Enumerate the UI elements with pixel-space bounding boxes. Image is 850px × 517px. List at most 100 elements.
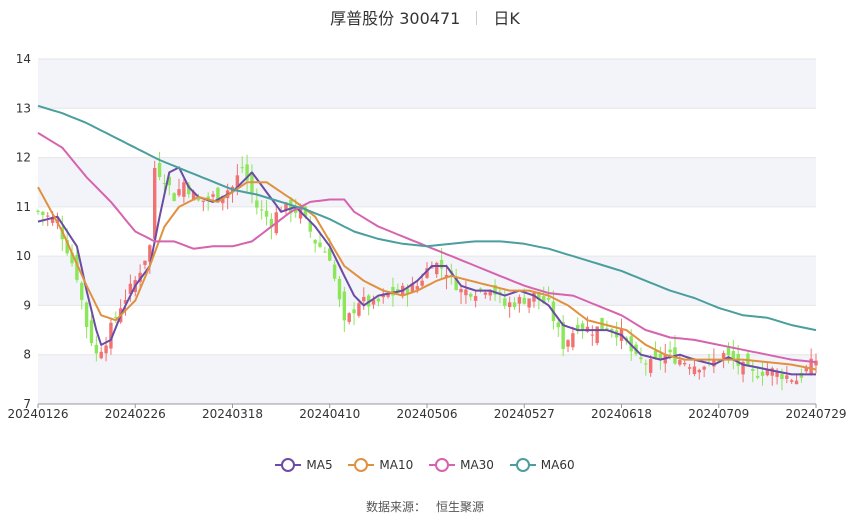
candle-body bbox=[765, 369, 770, 376]
y-tick-label: 10 bbox=[16, 249, 31, 263]
period-label[interactable]: 日K bbox=[493, 9, 520, 28]
x-tick-label: 20240527 bbox=[494, 407, 555, 421]
legend-label: MA60 bbox=[540, 458, 575, 472]
candle-body bbox=[187, 184, 191, 195]
plot-band bbox=[38, 354, 816, 404]
candle-body bbox=[206, 196, 210, 200]
candle-body bbox=[459, 289, 463, 293]
candle-body bbox=[775, 370, 779, 377]
candle-body bbox=[332, 264, 337, 279]
candle-body bbox=[595, 326, 599, 344]
candle-body bbox=[454, 276, 458, 290]
candle-body bbox=[196, 198, 201, 201]
candle-body bbox=[644, 363, 648, 365]
legend-item-ma60[interactable]: MA60 bbox=[509, 458, 575, 472]
candle-body bbox=[653, 350, 658, 358]
candle-body bbox=[84, 302, 89, 327]
candle-body bbox=[352, 309, 356, 314]
candle-body bbox=[259, 209, 264, 211]
candle-body bbox=[712, 359, 716, 367]
candle-body bbox=[804, 367, 808, 372]
legend-label: MA10 bbox=[379, 458, 414, 472]
candle-body bbox=[362, 296, 366, 302]
candle-body bbox=[751, 369, 755, 371]
candle-body bbox=[435, 262, 439, 275]
x-tick-label: 20240226 bbox=[105, 407, 166, 421]
legend-marker-icon bbox=[509, 458, 536, 472]
x-tick-label: 20240126 bbox=[7, 407, 68, 421]
candle-body bbox=[211, 194, 215, 197]
candle-body bbox=[430, 267, 434, 269]
candle-body bbox=[162, 182, 167, 184]
x-tick-label: 20240506 bbox=[396, 407, 457, 421]
candle-body bbox=[444, 275, 449, 278]
candle-body bbox=[318, 242, 322, 247]
candle-body bbox=[605, 328, 609, 330]
candle-body bbox=[731, 351, 736, 361]
y-tick-label: 13 bbox=[16, 101, 31, 115]
candle-body bbox=[80, 282, 84, 300]
candle-body bbox=[537, 291, 541, 300]
x-tick-label: 20240729 bbox=[785, 407, 846, 421]
source-label: 数据来源： bbox=[365, 500, 426, 514]
legend-marker-icon bbox=[429, 458, 456, 472]
candle-body bbox=[94, 344, 99, 354]
candle-body bbox=[405, 288, 410, 295]
candle-body bbox=[697, 369, 702, 373]
candle-body bbox=[70, 252, 74, 264]
y-axis: 7 8 9 10 11 12 13 14 bbox=[16, 52, 31, 411]
ma-line-ma60 bbox=[37, 104, 817, 332]
candle-body bbox=[138, 272, 142, 282]
candle-body bbox=[546, 297, 551, 300]
candle-body bbox=[191, 191, 196, 201]
legend-label: MA5 bbox=[306, 458, 333, 472]
candle-body bbox=[755, 375, 760, 378]
candle-body bbox=[760, 371, 765, 376]
candle-body bbox=[216, 187, 220, 200]
candle-body bbox=[114, 316, 118, 318]
chart-title-row: 厚普股份 300471 日K bbox=[0, 5, 850, 29]
candle-body bbox=[235, 175, 240, 187]
legend-item-ma5[interactable]: MA5 bbox=[275, 458, 333, 472]
candle-body bbox=[532, 292, 536, 302]
candle-body bbox=[50, 217, 55, 223]
candle-body bbox=[201, 200, 206, 202]
candle-body bbox=[566, 340, 570, 347]
candle-body bbox=[172, 193, 176, 202]
legend-item-ma10[interactable]: MA10 bbox=[348, 458, 413, 472]
candle-body bbox=[464, 289, 468, 296]
candle-body bbox=[590, 334, 595, 336]
candle-body bbox=[182, 182, 186, 197]
candle-body bbox=[89, 320, 94, 344]
candle-body bbox=[128, 283, 133, 294]
candle-body bbox=[46, 215, 50, 217]
candle-body bbox=[692, 366, 697, 375]
candle-body bbox=[658, 353, 663, 360]
candle-body bbox=[323, 251, 327, 253]
y-tick-label: 11 bbox=[16, 200, 31, 214]
candle-body bbox=[148, 245, 152, 262]
candle-body bbox=[483, 292, 488, 295]
title-separator bbox=[476, 11, 478, 25]
candle-body bbox=[503, 298, 507, 306]
candle-body bbox=[75, 254, 79, 280]
candle-body bbox=[522, 297, 526, 304]
candle-body bbox=[41, 211, 45, 215]
legend-item-ma30[interactable]: MA30 bbox=[429, 458, 494, 472]
candle-body bbox=[245, 164, 249, 181]
candle-body bbox=[284, 202, 288, 211]
candle-body bbox=[371, 299, 376, 305]
candle-body bbox=[425, 268, 429, 278]
candle-body bbox=[785, 375, 789, 379]
x-axis: 20240126 20240226 20240318 20240410 20240506… bbox=[7, 403, 847, 421]
candle-body bbox=[702, 366, 706, 370]
candle-body bbox=[157, 162, 162, 177]
legend: MA5 MA10 MA30 MA60 bbox=[0, 458, 850, 475]
y-tick-label: 7 bbox=[23, 397, 31, 411]
candle-body bbox=[240, 167, 244, 169]
source-name: 恒生聚源 bbox=[436, 500, 485, 514]
x-tick-label: 20240709 bbox=[688, 407, 749, 421]
candle-body bbox=[420, 280, 424, 286]
candle-body bbox=[507, 302, 512, 308]
